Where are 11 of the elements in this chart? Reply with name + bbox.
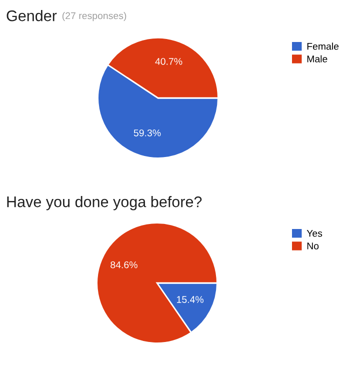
legend-label: Yes xyxy=(306,230,322,237)
chart-title: Gender xyxy=(6,10,57,22)
legend-label: Male xyxy=(307,55,328,62)
chart-subtitle: (27 responses) xyxy=(62,12,126,22)
data-label: 15.4% xyxy=(176,296,204,303)
data-label: 59.3% xyxy=(134,129,161,136)
legend-label: Female xyxy=(307,42,339,50)
legend-label: No xyxy=(307,242,319,250)
chart-title: Have you done yoga before? xyxy=(7,196,202,210)
data-label: 40.7% xyxy=(155,58,182,65)
data-label: 84.6% xyxy=(110,261,138,268)
